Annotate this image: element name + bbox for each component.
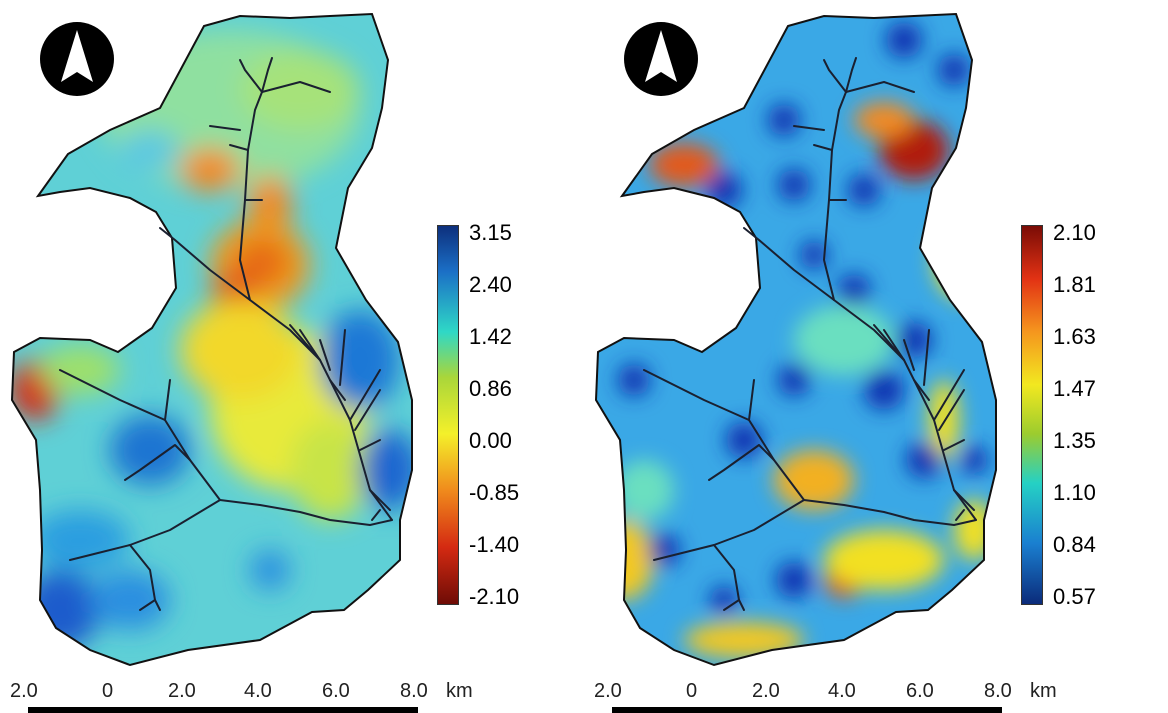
legend-label: -0.85 <box>469 480 520 505</box>
watershed-map-right <box>594 12 997 667</box>
scale-unit: km <box>1030 680 1057 702</box>
scale-tick: 2.0 <box>168 680 196 702</box>
scale-tick: 2.0 <box>10 680 38 702</box>
legend-color-bar <box>1021 225 1043 605</box>
legend-color-bar <box>437 225 459 605</box>
legend-label: 2.10 <box>1053 220 1096 245</box>
map-surface-left <box>12 14 412 665</box>
scale-tick: 0 <box>686 680 698 702</box>
legend-label: 1.10 <box>1053 480 1096 505</box>
scale-bar <box>612 707 1002 713</box>
scale-tick: 2.0 <box>594 680 622 702</box>
legend-label: 1.35 <box>1053 428 1096 453</box>
color-legend: 3.15 2.40 1.42 0.86 0.00 -0.85 -1.40 -2.… <box>437 222 577 612</box>
legend-label: 2.40 <box>469 272 512 297</box>
scale-tick: 2.0 <box>752 680 780 702</box>
scale-tick: 4.0 <box>828 680 856 702</box>
north-arrow-icon <box>40 22 114 96</box>
legend-label: 1.81 <box>1053 272 1096 297</box>
color-legend: 2.10 1.81 1.63 1.47 1.35 1.10 0.84 0.57 <box>1021 222 1161 612</box>
scale-bar-labels: 2.0 0 2.0 4.0 6.0 8.0 km <box>10 680 490 704</box>
legend-label: 0.57 <box>1053 584 1096 609</box>
scale-bar-labels: 2.0 0 2.0 4.0 6.0 8.0 km <box>594 680 1074 704</box>
north-arrow-icon <box>624 22 698 96</box>
map-panel-right: 2.10 1.81 1.63 1.47 1.35 1.10 0.84 0.57 … <box>584 0 1168 713</box>
watershed-boundary <box>10 12 413 667</box>
legend-label: 1.63 <box>1053 324 1096 349</box>
stream-network <box>59 57 393 611</box>
scale-tick: 0 <box>102 680 114 702</box>
legend-label: 0.86 <box>469 376 512 401</box>
legend-label: 0.00 <box>469 428 512 453</box>
scale-tick: 6.0 <box>322 680 350 702</box>
legend-label: -1.40 <box>469 532 520 557</box>
scale-tick: 8.0 <box>400 680 428 702</box>
scale-tick: 6.0 <box>906 680 934 702</box>
watershed-map-left <box>10 12 413 667</box>
legend-label: 1.42 <box>469 324 512 349</box>
legend-label: 0.84 <box>1053 532 1096 557</box>
watershed-boundary <box>594 12 997 667</box>
scale-tick: 8.0 <box>984 680 1012 702</box>
stream-network <box>643 57 977 611</box>
legend-label: -2.10 <box>469 584 520 609</box>
scale-unit: km <box>446 680 473 702</box>
map-panel-left: 3.15 2.40 1.42 0.86 0.00 -0.85 -1.40 -2.… <box>10 12 577 713</box>
legend-label: 1.47 <box>1053 376 1096 401</box>
scale-bar <box>28 707 418 713</box>
scale-tick: 4.0 <box>244 680 272 702</box>
legend-label: 3.15 <box>469 220 512 245</box>
